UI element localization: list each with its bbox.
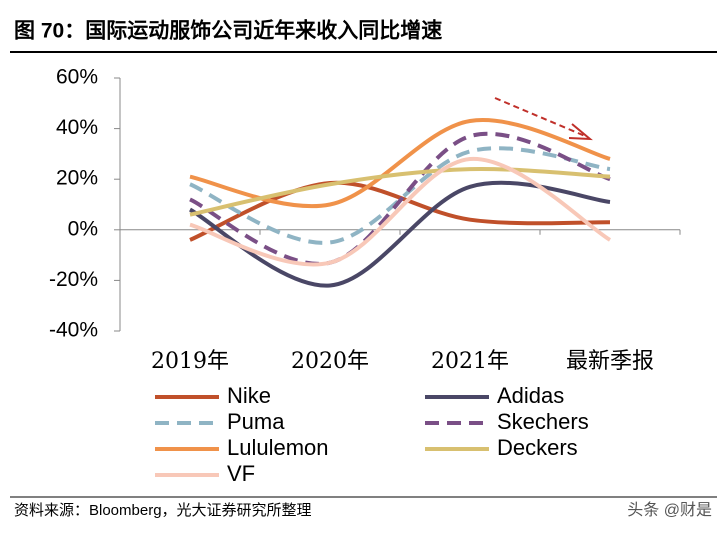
legend-label: VF (227, 461, 255, 486)
series-line (189, 131, 611, 266)
legend-label: Deckers (497, 435, 578, 460)
x-tick-label: 2019年 (151, 349, 229, 374)
legend-label: Lululemon (227, 435, 329, 460)
y-tick-label: -20% (49, 268, 98, 291)
y-tick-label: 20% (56, 167, 98, 190)
series-line (189, 156, 612, 267)
y-tick-label: 40% (56, 116, 98, 139)
series-line (189, 146, 611, 245)
x-tick-label: 最新季报 (566, 349, 654, 374)
legend-label: Puma (227, 409, 285, 434)
source: 资料来源：Bloomberg，光大证券研究所整理 (14, 502, 312, 519)
y-tick-label: -40% (49, 319, 98, 342)
series-line (189, 180, 611, 288)
x-tick-label: 2020年 (291, 349, 369, 374)
series-line (189, 166, 611, 217)
y-tick-label: 60% (56, 66, 98, 89)
chart-title: 图 70：国际运动服饰公司近年来收入同比增速 (14, 19, 442, 43)
legend-label: Adidas (497, 383, 564, 408)
legend-label: Nike (227, 383, 271, 408)
y-tick-label: 0% (68, 217, 98, 240)
watermark: 头条 @财是 (627, 501, 712, 519)
series-line (189, 180, 611, 242)
trend-arrow (494, 97, 593, 141)
series-line (189, 118, 611, 209)
x-tick-label: 2021年 (431, 349, 509, 374)
legend-label: Skechers (497, 409, 589, 434)
